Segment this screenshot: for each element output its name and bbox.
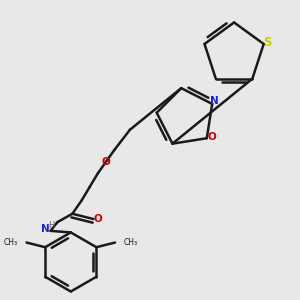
Text: N: N [41, 224, 50, 234]
Text: CH₃: CH₃ [124, 238, 138, 247]
Text: O: O [207, 132, 216, 142]
Text: O: O [94, 214, 103, 224]
Text: H: H [48, 221, 54, 230]
Text: O: O [102, 157, 110, 167]
Text: N: N [210, 96, 218, 106]
Text: CH₃: CH₃ [4, 238, 18, 247]
Text: S: S [263, 36, 272, 49]
